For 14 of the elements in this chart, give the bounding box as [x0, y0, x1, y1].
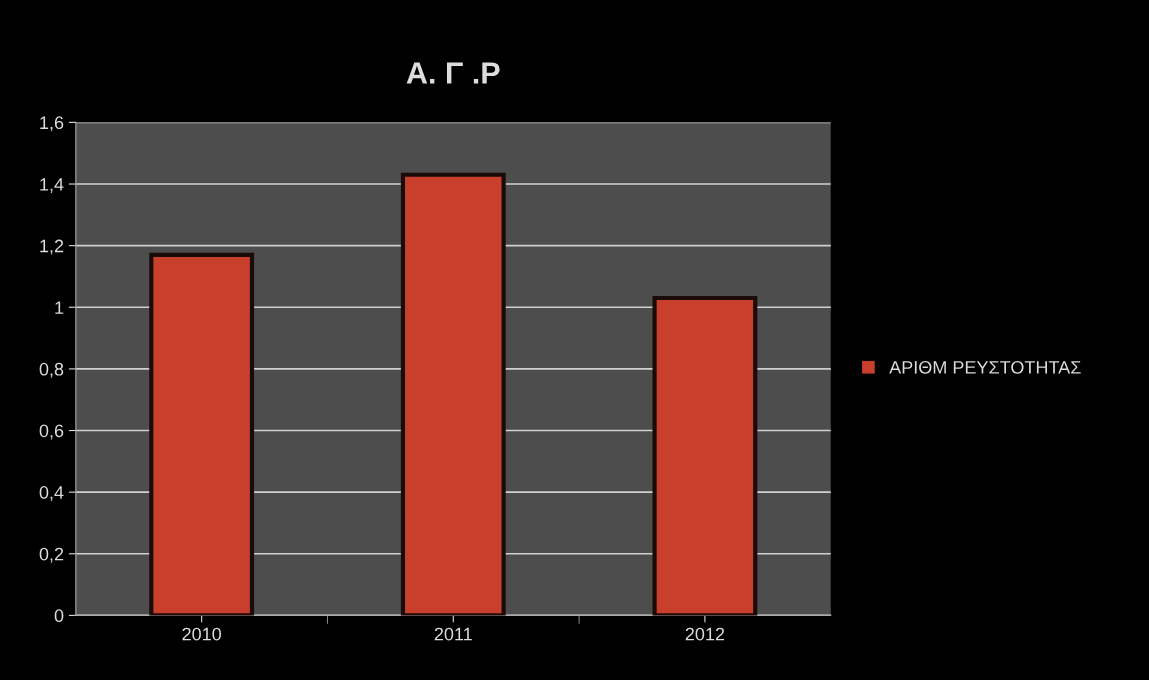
y-tick-label: 0,8 [39, 362, 64, 378]
y-tick-label: 0,4 [39, 486, 64, 501]
x-tick-label: 2012 [685, 627, 725, 641]
y-tick-label: 1,6 [40, 116, 64, 132]
y-tick-label: 0,6 [39, 424, 64, 440]
y-tick-label: 1 [55, 301, 64, 314]
y-tick-label: 0,2 [39, 547, 64, 563]
legend-label: ΑΡΙΘΜ ΡΕΥΣΤΟΤΗΤΑΣ [889, 360, 1081, 374]
y-tick-label: 1,2 [40, 239, 64, 255]
x-tick-label: 2010 [182, 627, 222, 641]
chart-title: Α. Γ .Ρ [406, 62, 500, 84]
x-tick-label: 2011 [434, 627, 472, 641]
y-tick-label: 0 [54, 609, 64, 623]
y-tick-label: 1,4 [40, 178, 64, 193]
